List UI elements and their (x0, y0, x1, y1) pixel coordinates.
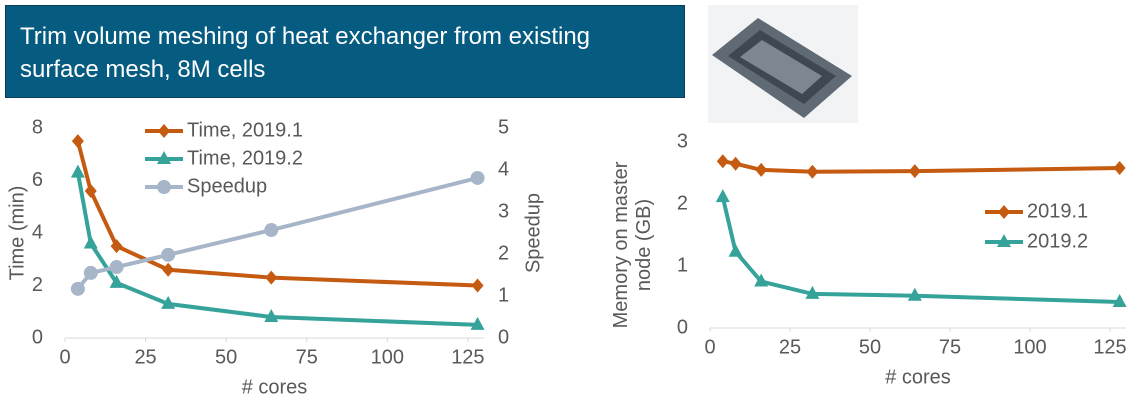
legend-marker (998, 205, 1010, 219)
series-line (723, 161, 1120, 172)
y2-axis-label: Speedup (522, 193, 544, 273)
y2-tick-label: 2 (498, 242, 509, 264)
marker (716, 189, 730, 202)
marker (72, 134, 84, 148)
marker (471, 171, 485, 185)
series-line (78, 173, 478, 325)
x-tick-label: 50 (859, 336, 881, 358)
legend-marker (157, 180, 171, 194)
marker (84, 266, 98, 280)
x-tick-label: 75 (939, 336, 961, 358)
x-tick-label: 100 (371, 346, 404, 368)
marker (162, 263, 174, 277)
y-tick-label: 0 (32, 326, 43, 348)
x-axis-label: # cores (885, 366, 951, 388)
y-axis-label: Memory on master node (GB) (610, 145, 656, 345)
charts: 025507510012502468012345# coresTime (min… (0, 0, 1132, 415)
y-tick-label: 1 (677, 254, 688, 276)
marker (729, 244, 743, 257)
marker (110, 260, 124, 274)
x-tick-label: 100 (1013, 336, 1046, 358)
x-tick-label: 50 (215, 346, 237, 368)
x-tick-label: 125 (1093, 336, 1126, 358)
y-tick-label: 8 (32, 116, 43, 138)
x-axis-label: # cores (242, 376, 308, 398)
y2-tick-label: 1 (498, 284, 509, 306)
marker (717, 154, 729, 168)
legend-label: Speedup (187, 175, 267, 197)
y-tick-label: 0 (677, 316, 688, 338)
y2-tick-label: 4 (498, 158, 509, 180)
marker (265, 271, 277, 285)
y2-tick-label: 0 (498, 326, 509, 348)
x-tick-label: 25 (134, 346, 156, 368)
y-tick-label: 4 (32, 221, 43, 243)
x-tick-label: 25 (779, 336, 801, 358)
y-axis-label: Time (min) (6, 186, 28, 281)
legend-label: Time, 2019.2 (187, 147, 303, 169)
marker (1114, 161, 1126, 175)
legend-marker (158, 124, 170, 138)
marker (755, 163, 767, 177)
y-tick-label: 2 (677, 192, 688, 214)
marker (730, 157, 742, 171)
legend-label: Time, 2019.1 (187, 119, 303, 141)
marker (71, 282, 85, 296)
marker (264, 223, 278, 237)
x-tick-label: 125 (451, 346, 484, 368)
x-tick-label: 0 (59, 346, 70, 368)
y-tick-label: 6 (32, 169, 43, 191)
marker (806, 165, 818, 179)
y2-tick-label: 3 (498, 200, 509, 222)
y-tick-label: 2 (32, 274, 43, 296)
product-image (708, 5, 858, 123)
series-line (78, 178, 478, 289)
marker (161, 248, 175, 262)
x-tick-label: 75 (296, 346, 318, 368)
marker (909, 164, 921, 178)
marker (84, 236, 98, 249)
legend-label: 2019.1 (1027, 200, 1088, 222)
y2-tick-label: 5 (498, 116, 509, 138)
y-tick-label: 3 (677, 130, 688, 152)
x-tick-label: 0 (704, 336, 715, 358)
slide: Trim volume meshing of heat exchanger fr… (0, 0, 1132, 415)
marker (472, 279, 484, 293)
legend-label: 2019.2 (1027, 230, 1088, 252)
